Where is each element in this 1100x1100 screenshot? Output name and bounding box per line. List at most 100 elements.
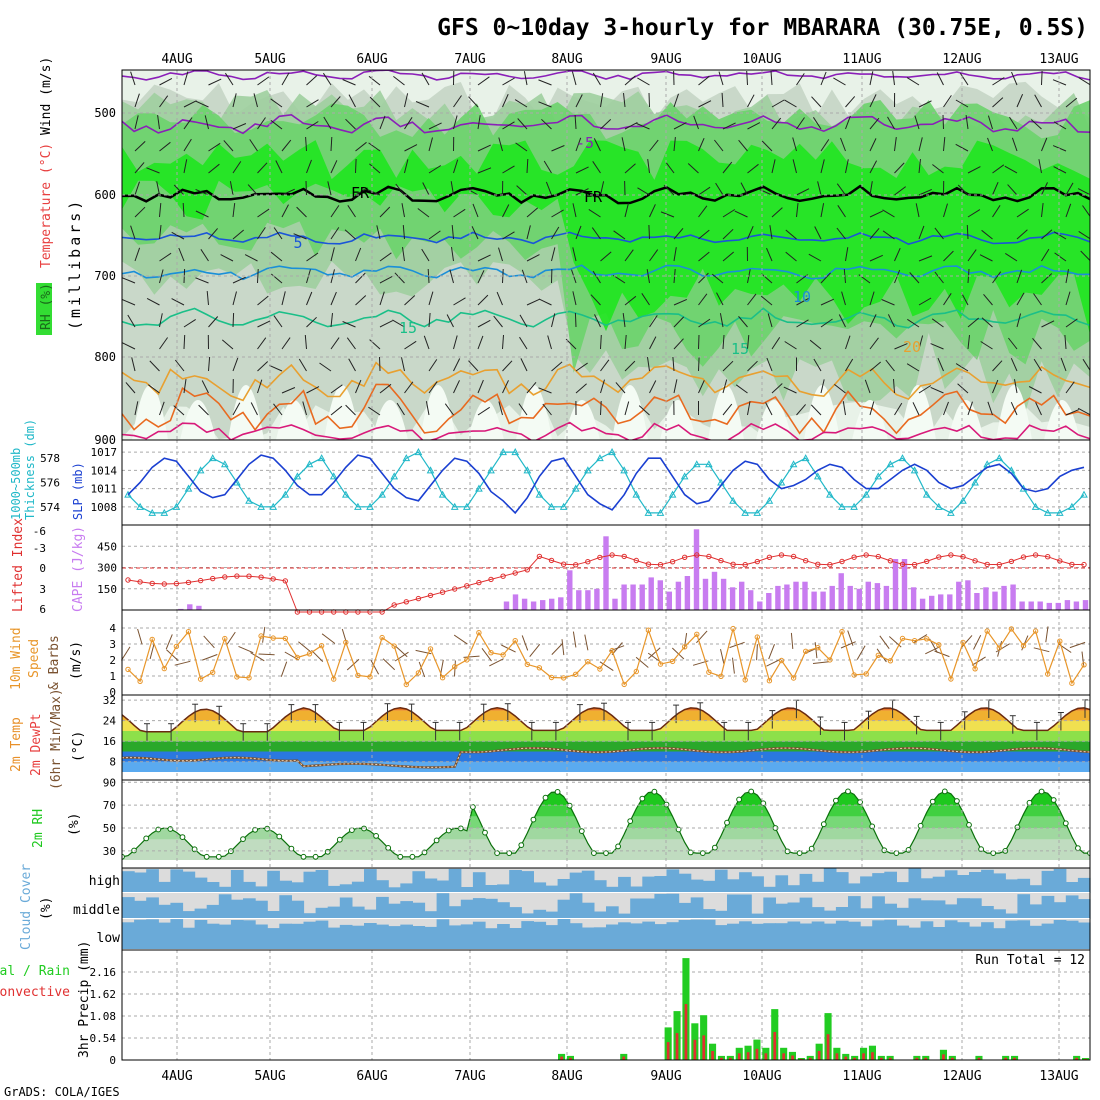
thickness-point [1031, 502, 1040, 510]
cloud-bar [1029, 885, 1043, 893]
wind-barb [323, 116, 332, 130]
wind-barb [1016, 93, 1024, 108]
wind-barb [379, 275, 393, 284]
li-point [863, 552, 869, 558]
cape-bar [1046, 602, 1052, 610]
wind-speed-point [621, 681, 627, 688]
cape-bar [784, 584, 790, 610]
wind-barb [146, 297, 160, 306]
cloud-bar [497, 924, 510, 950]
cloud-bar [255, 886, 268, 893]
cape-bar [576, 590, 582, 610]
wind-barb [257, 117, 266, 130]
wind-barb [869, 210, 883, 218]
wind-barb [395, 183, 405, 196]
wind-barb [502, 204, 510, 218]
wind-barb [1041, 203, 1044, 218]
profile-ytick: 800 [94, 350, 116, 364]
cloud-bar [787, 921, 801, 950]
barb-10m [1045, 626, 1049, 643]
wind-barb [845, 335, 851, 350]
wind-barb [943, 137, 946, 152]
wind-barb [275, 160, 283, 174]
cape-bar [711, 571, 718, 611]
cape-bar [720, 578, 727, 610]
cloud-bar [351, 925, 365, 950]
rh-point [784, 848, 791, 855]
wind-barb [355, 158, 357, 174]
wind-barb [833, 77, 846, 86]
wind-barb [1065, 269, 1069, 284]
wind-barb [270, 98, 283, 108]
bottom-date-axis: 4AUG 5AUG 6AUG 7AUG 8AUG 9AUG 10AUG 11AUG 12AUG 1… [161, 1069, 1078, 1084]
wind-barb [404, 340, 417, 350]
wind-barb [894, 137, 897, 152]
wind-barb [257, 337, 267, 350]
rh-point [591, 850, 597, 856]
cape-bar [612, 598, 618, 610]
wind-barb [182, 202, 185, 218]
cloud-bar [122, 897, 135, 919]
rh-point [240, 836, 246, 842]
wind-barb [957, 184, 969, 196]
cloud-bar [932, 927, 946, 950]
wind-barb [809, 339, 822, 350]
wind-barb [526, 225, 531, 240]
barb-10m [284, 651, 299, 661]
wind-speed-point [210, 669, 216, 676]
li-point [258, 574, 264, 580]
cloud-bar [146, 897, 159, 919]
wind-barb [698, 186, 711, 196]
wind-barb [894, 402, 903, 416]
wind-barb [698, 318, 711, 328]
thickness-point [136, 502, 144, 510]
wind-barb [967, 401, 973, 416]
temperature-contour [122, 307, 1090, 329]
wind-barb [273, 403, 283, 416]
wind-barb [992, 271, 1002, 284]
cloud-bar [593, 880, 607, 893]
wind-speed-point [391, 643, 397, 649]
cloud-bar [194, 920, 208, 950]
wind-barb [1014, 379, 1018, 394]
cloud-bar [630, 898, 643, 919]
wind-barb [306, 386, 320, 394]
cloud-bar [727, 923, 740, 950]
convective-bar [977, 1057, 981, 1060]
wind-barb [758, 188, 773, 196]
wind-barb [232, 357, 239, 372]
wind-barb [647, 159, 650, 174]
cloud-bar [654, 893, 668, 919]
cloud-bar [158, 881, 171, 893]
wind-speed-point [1057, 638, 1063, 644]
wind-barb [270, 120, 283, 130]
bottom-date-label: 10AUG [742, 1069, 781, 1084]
wind-barb [621, 137, 626, 152]
cloud-bar [848, 883, 861, 893]
li-point [827, 562, 833, 568]
cloud-bar [376, 896, 389, 919]
temperature-contour [122, 264, 1090, 281]
barb-10m [395, 645, 408, 658]
wind-barb [771, 207, 783, 218]
cloud-bar [400, 883, 413, 893]
wind-barb [869, 138, 877, 152]
wind-barb [519, 314, 528, 328]
wind-barb [796, 188, 810, 196]
cloud-bar [497, 902, 510, 919]
thickness-point [947, 508, 955, 516]
cloud-bar [206, 923, 220, 950]
wind-barb [592, 161, 601, 174]
barb-10m [696, 630, 708, 644]
wind-speed-point [827, 657, 833, 663]
run-total: Run Total = 12 [975, 953, 1085, 968]
wind-barb [195, 188, 209, 196]
thickness-point [571, 484, 580, 492]
cloud-bar [376, 880, 389, 893]
cape-bar [594, 588, 600, 611]
barb-10m [238, 645, 254, 654]
wind-barb [122, 342, 136, 350]
wind-barb [624, 360, 636, 372]
wind-barb [887, 116, 895, 130]
wind-barb [232, 161, 242, 174]
